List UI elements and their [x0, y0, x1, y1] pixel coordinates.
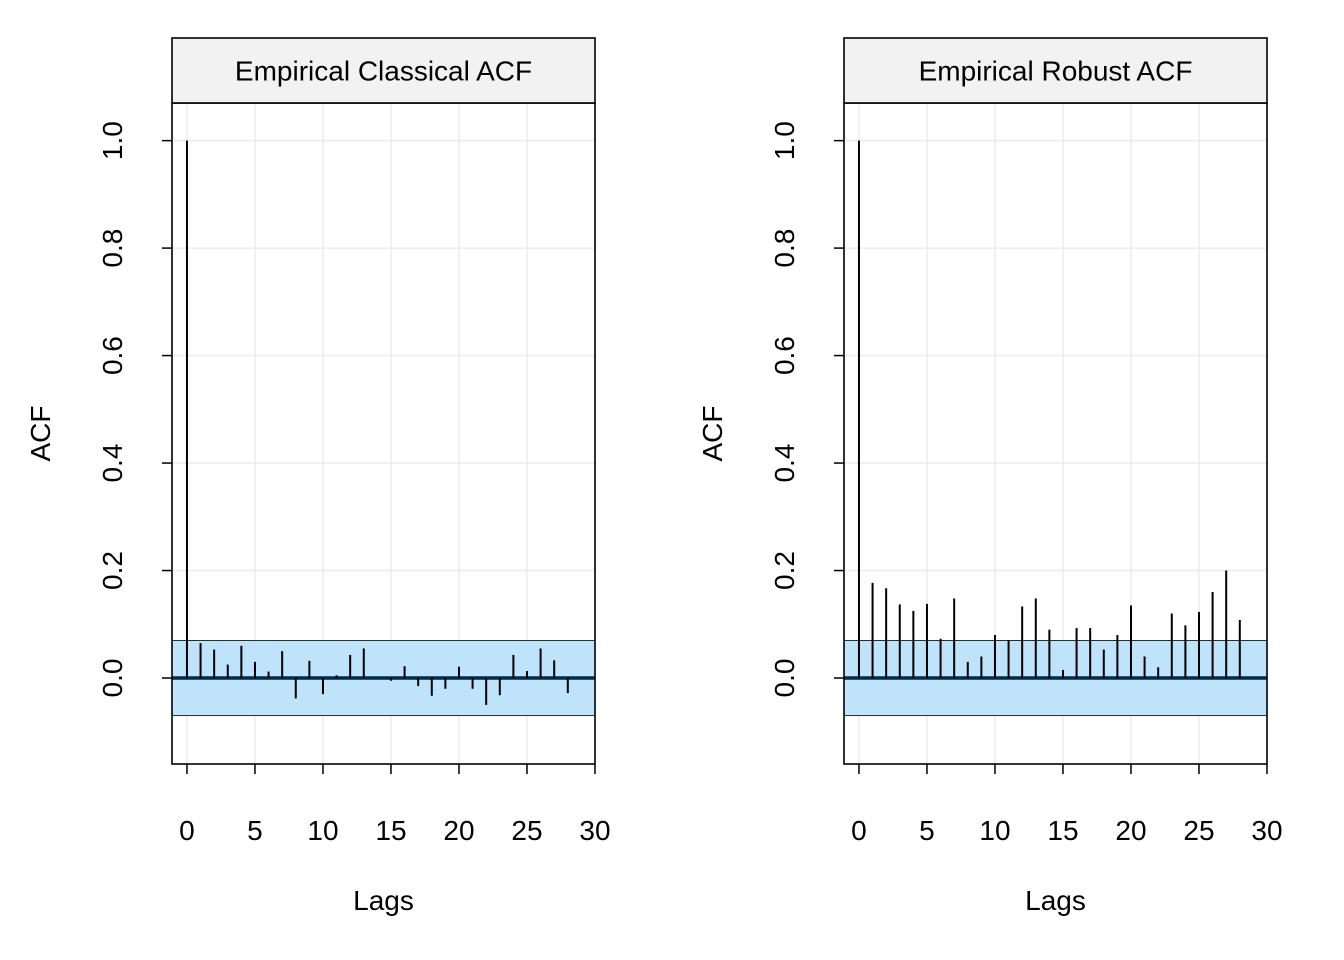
y-tick-label: 0.0	[97, 659, 128, 698]
x-tick-label: 10	[307, 815, 338, 846]
y-axis-label: ACF	[697, 406, 728, 462]
y-tick-label: 0.4	[769, 444, 800, 483]
y-tick-label: 1.0	[769, 121, 800, 160]
robust-acf-panel: Empirical Robust ACF Lags ACF 0 5 10 15 20 25…	[697, 37, 1283, 916]
x-tick-label: 15	[1047, 815, 1078, 846]
y-tick-label: 0.2	[769, 551, 800, 590]
y-tick-label: 0.8	[769, 229, 800, 268]
plot-layer	[162, 37, 596, 774]
x-axis-label: Lags	[353, 885, 414, 916]
x-tick-label: 0	[179, 815, 195, 846]
x-tick-label: 0	[851, 815, 867, 846]
y-axis-label: ACF	[25, 406, 56, 462]
x-tick-label: 30	[1251, 815, 1282, 846]
y-tick-label: 0.4	[97, 444, 128, 483]
x-tick-label: 25	[1183, 815, 1214, 846]
x-tick-label: 10	[979, 815, 1010, 846]
x-tick-label: 5	[247, 815, 263, 846]
x-tick-label: 20	[1115, 815, 1146, 846]
panel-title: Empirical Robust ACF	[919, 56, 1193, 87]
classical-acf-panel: Empirical Classical ACF Lags ACF 0 5 10 15 2…	[25, 37, 611, 916]
x-tick-label: 30	[579, 815, 610, 846]
y-tick-label: 0.6	[769, 336, 800, 375]
x-axis-label: Lags	[1025, 885, 1086, 916]
panel-strip	[171, 37, 596, 104]
x-tick-label: 20	[443, 815, 474, 846]
plot-layer	[834, 37, 1268, 774]
panel-strip	[843, 37, 1268, 104]
y-tick-label: 0.8	[97, 229, 128, 268]
x-tick-label: 25	[511, 815, 542, 846]
x-tick-label: 15	[375, 815, 406, 846]
y-tick-label: 1.0	[97, 121, 128, 160]
y-tick-label: 0.6	[97, 336, 128, 375]
x-tick-label: 5	[919, 815, 935, 846]
y-tick-label: 0.2	[97, 551, 128, 590]
panel-title: Empirical Classical ACF	[235, 56, 532, 87]
y-tick-label: 0.0	[769, 659, 800, 698]
